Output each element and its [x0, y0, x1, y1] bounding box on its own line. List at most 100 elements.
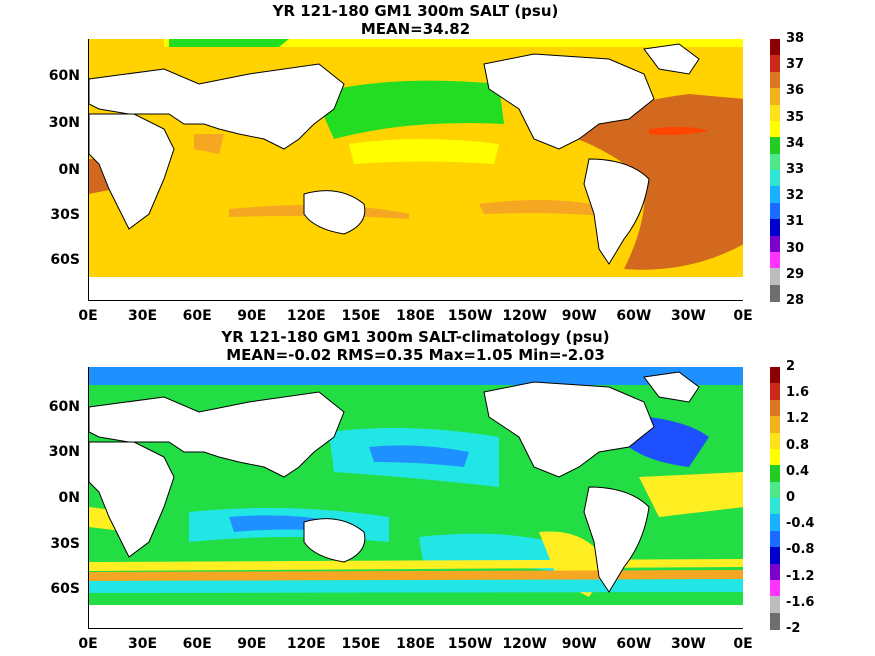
panel2-map-canvas	[89, 367, 743, 628]
panel2-colorbar-swatch	[770, 514, 780, 532]
panel1-colorbar-label: 34	[786, 135, 805, 151]
panel2-colorbar-swatch	[770, 596, 780, 614]
arctic-band	[164, 39, 743, 47]
panel1-colorbar-label: 38	[786, 31, 805, 46]
north-pacific-blue	[369, 445, 469, 467]
panel1-map	[88, 39, 743, 301]
southern-yellow-band	[89, 559, 743, 571]
panel1-colorbar-swatch	[770, 137, 780, 155]
panel2-colorbar-swatch	[770, 498, 780, 515]
panel1-lon-label: 150W	[447, 308, 493, 324]
panel2-colorbar-swatch	[770, 530, 780, 548]
panel1-lon-label: 30E	[128, 308, 158, 324]
panel2-colorbar-swatch	[770, 432, 780, 450]
panel2-lon-label: 90W	[561, 636, 597, 652]
panel2-colorbar-label: 2	[786, 359, 796, 374]
panel1-colorbar-label: 30	[786, 240, 805, 256]
africa	[89, 113, 175, 230]
panel2-lon-label: 90E	[237, 636, 267, 652]
panel1-colorbar-swatch	[770, 170, 780, 187]
panel2-colorbar-swatch	[770, 563, 780, 581]
panel1-lat-label: 60N	[48, 68, 80, 84]
panel1-lon-label: 90W	[561, 308, 597, 324]
panel2-lon-label: 120E	[286, 636, 326, 652]
southern-cyan-band	[89, 579, 743, 593]
panel1-colorbar	[770, 39, 780, 302]
panel1-colorbar-swatch	[770, 268, 780, 286]
panel2-colorbar-swatch	[770, 367, 780, 384]
panel2-title-line2: MEAN=-0.02 RMS=0.35 Max=1.05 Min=-2.03	[226, 346, 605, 364]
eurasia	[89, 391, 345, 478]
panel1-colorbar-swatch	[770, 55, 780, 73]
australia	[303, 190, 366, 235]
panel2-colorbar-swatch	[770, 465, 780, 483]
south-pacific-band	[479, 200, 614, 217]
panel1-lon-label: 90E	[237, 308, 267, 324]
panel1-colorbar-label: 37	[786, 57, 805, 73]
panel1-map-canvas	[89, 39, 743, 300]
panel2-colorbar-swatch	[770, 399, 780, 417]
panel2-lon-label: 30W	[670, 636, 706, 652]
panel2-lat-label: 0N	[58, 490, 80, 506]
panel1-lon-label: 60W	[616, 308, 652, 324]
panel2-colorbar-swatch	[770, 547, 780, 564]
panel1-colorbar-swatch	[770, 153, 780, 171]
panel1-colorbar-swatch	[770, 284, 780, 302]
south-america	[583, 486, 650, 593]
panel1-lon-label: 120W	[502, 308, 547, 324]
panel1-title: YR 121-180 GM1 300m SALT (psu) MEAN=34.8…	[88, 2, 743, 38]
panel1-lon-label: 0E	[733, 308, 753, 324]
panel1-colorbar-label: 33	[786, 162, 805, 177]
panel2-colorbar-swatch	[770, 448, 780, 466]
panel2-lon-label: 0E	[78, 636, 98, 652]
panel2-lat-label: 60N	[48, 399, 80, 415]
panel2-colorbar-label: 0.4	[786, 463, 810, 479]
panel1-colorbar-label: 29	[786, 266, 805, 282]
panel2-lon-label: 0E	[733, 636, 753, 652]
continents	[89, 371, 700, 593]
panel2-title: YR 121-180 GM1 300m SALT-climatology (ps…	[88, 328, 743, 364]
panel2-colorbar-swatch	[770, 383, 780, 401]
panel2-lon-label: 120W	[502, 636, 547, 652]
south-america	[583, 158, 650, 265]
panel2-lon-label: 60W	[616, 636, 652, 652]
panel1-colorbar-swatch	[770, 71, 780, 89]
north-pacific-yellow	[349, 139, 499, 164]
arctic-fresh	[169, 39, 289, 47]
atlantic-high-salt	[564, 94, 743, 270]
atlantic-max-salt	[649, 126, 709, 135]
panel2-lon-label: 60E	[182, 636, 212, 652]
panel2-colorbar-swatch	[770, 481, 780, 499]
greenland	[643, 43, 700, 75]
panel1-colorbar-label: 36	[786, 83, 805, 99]
panel2-lat-label: 60S	[50, 581, 80, 597]
panel1-lon-label: 150E	[341, 308, 381, 324]
panel2-lat-label: 30S	[50, 536, 80, 552]
panel1-colorbar-swatch	[770, 39, 780, 56]
antarctica	[89, 277, 743, 300]
continents	[89, 43, 700, 265]
panel1-title-line2: MEAN=34.82	[360, 20, 471, 38]
greenland	[643, 371, 700, 403]
arabian-sea	[194, 134, 224, 154]
arctic-blue	[89, 367, 743, 385]
panel1-colorbar-label: 31	[786, 214, 805, 230]
panel1-lon-label: 30W	[670, 308, 706, 324]
panel2-lon-label: 30E	[128, 636, 158, 652]
panel1-lon-label: 120E	[286, 308, 326, 324]
panel1-lat-label: 0N	[58, 162, 80, 178]
panel1-lon-label: 60E	[182, 308, 212, 324]
panel1-lon-label: 0E	[78, 308, 98, 324]
panel2-colorbar-swatch	[770, 579, 780, 597]
panel2-lon-label: 180E	[396, 636, 435, 652]
australia	[303, 518, 366, 563]
panel1-colorbar-swatch	[770, 104, 780, 122]
panel2-colorbar-label: 1.2	[786, 411, 810, 427]
panel2-colorbar-label: -2	[786, 621, 801, 636]
tropical-atlantic-yellow	[639, 472, 743, 517]
panel1-colorbar-label: 28	[786, 293, 805, 308]
panel1-lon-label: 180E	[396, 308, 435, 324]
panel1-colorbar-swatch	[770, 120, 780, 138]
africa	[89, 441, 175, 558]
panel2-map	[88, 367, 743, 629]
